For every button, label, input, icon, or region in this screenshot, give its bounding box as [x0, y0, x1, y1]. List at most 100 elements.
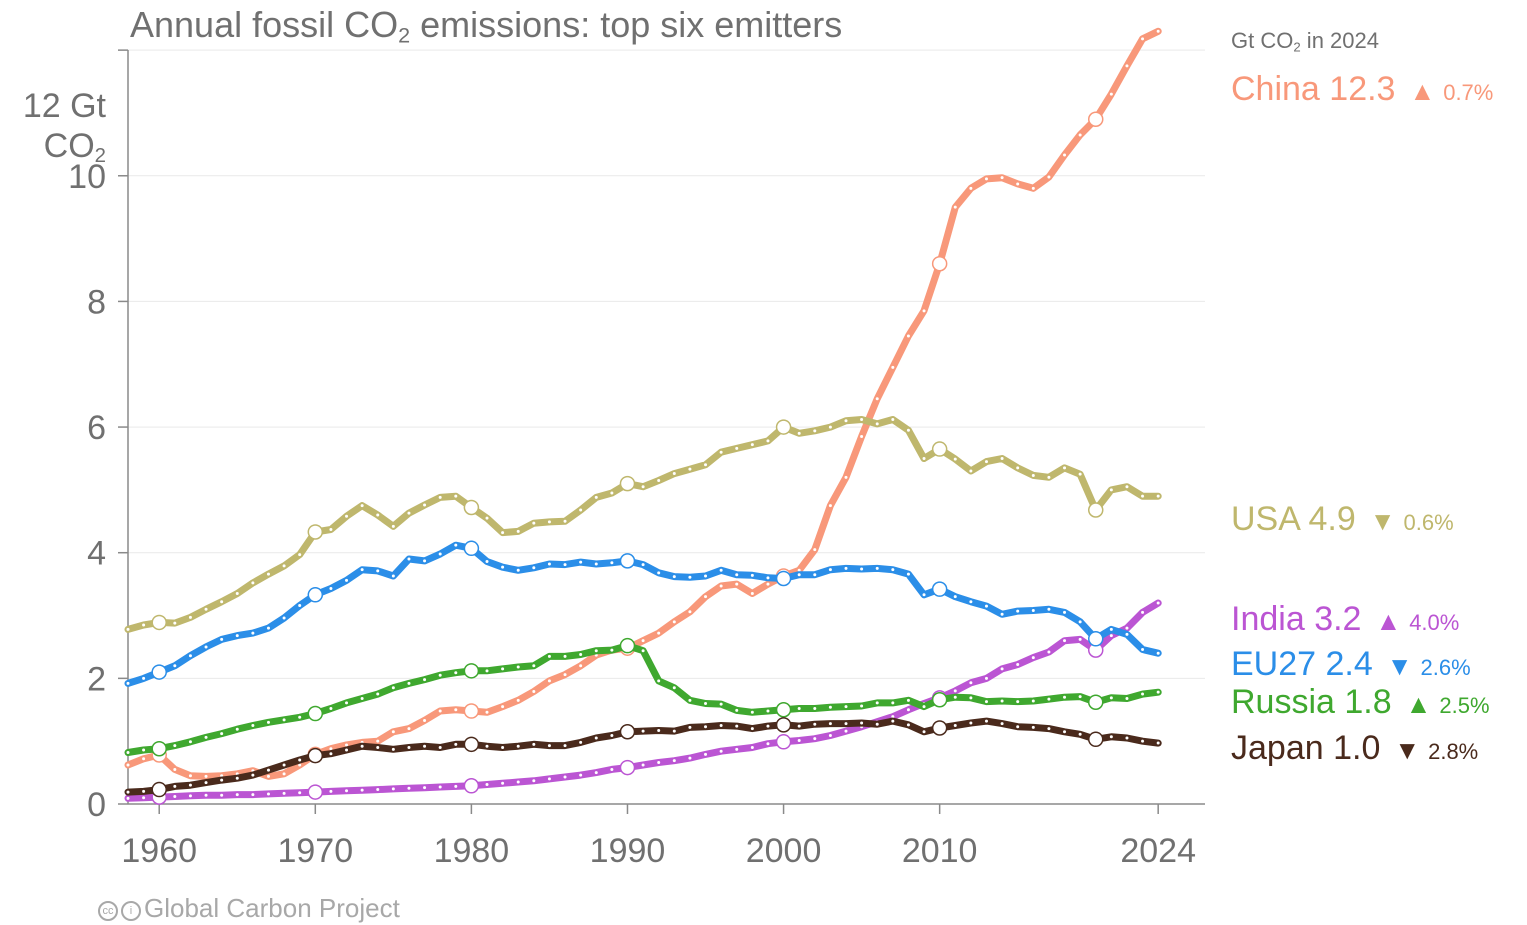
data-point — [860, 704, 864, 708]
series-russia — [124, 637, 1162, 757]
series-value: 12.3 — [1329, 70, 1396, 108]
data-point — [298, 715, 302, 719]
data-point — [1000, 722, 1004, 726]
data-point — [813, 707, 817, 711]
x-tick-label: 1990 — [590, 832, 666, 870]
data-point — [1063, 466, 1067, 470]
decade-marker — [1087, 111, 1104, 127]
decade-marker — [463, 778, 480, 794]
data-point — [1047, 727, 1051, 731]
data-point — [251, 631, 255, 635]
data-point — [1063, 695, 1067, 699]
decade-marker — [619, 553, 636, 569]
data-point — [360, 568, 364, 572]
data-point — [672, 686, 676, 690]
data-point — [891, 719, 895, 723]
series-label-india: India 3.2 ▲ 4.0% — [1231, 600, 1459, 639]
tick-labels: 0 2 4 6 8 10 1960 1970 1980 1990 2000 2010 2024 — [68, 158, 1196, 870]
data-point — [641, 639, 645, 643]
data-point — [220, 793, 224, 797]
data-point — [188, 774, 192, 778]
data-point — [1031, 656, 1035, 660]
data-point — [953, 595, 957, 599]
data-point — [204, 793, 208, 797]
data-point — [969, 600, 973, 604]
data-point — [376, 788, 380, 792]
data-point — [610, 491, 614, 495]
data-point — [813, 548, 817, 552]
data-point — [906, 334, 910, 338]
decade-marker — [775, 717, 792, 733]
decade-marker — [775, 702, 792, 718]
data-point — [719, 749, 723, 753]
data-point — [204, 774, 208, 778]
data-point — [579, 773, 583, 777]
data-point — [1125, 736, 1129, 740]
data-point — [1078, 620, 1082, 624]
data-point — [1141, 647, 1145, 651]
data-point — [657, 761, 661, 765]
data-point — [610, 734, 614, 738]
data-point — [594, 649, 598, 653]
data-point — [142, 796, 146, 800]
data-point — [610, 561, 614, 565]
data-point — [407, 681, 411, 685]
data-point — [532, 742, 536, 746]
data-point — [1156, 601, 1160, 605]
series-line — [124, 642, 1162, 756]
data-point — [813, 722, 817, 726]
data-point — [672, 472, 676, 476]
data-point — [953, 695, 957, 699]
series-name: Japan — [1231, 729, 1334, 767]
data-point — [906, 708, 910, 712]
data-point — [579, 652, 583, 656]
data-point — [828, 504, 832, 508]
data-point — [750, 727, 754, 731]
data-point — [860, 434, 864, 438]
data-point — [173, 794, 177, 798]
x-tick-label: 1970 — [277, 832, 353, 870]
data-point — [875, 397, 879, 401]
data-point — [1141, 739, 1145, 743]
data-point — [188, 794, 192, 798]
data-point — [360, 744, 364, 748]
data-point — [735, 582, 739, 586]
series-japan — [124, 717, 1162, 798]
decade-marker — [1087, 502, 1104, 518]
data-point — [953, 457, 957, 461]
data-point — [984, 604, 988, 608]
data-point — [844, 705, 848, 709]
data-point — [485, 783, 489, 787]
series-lines — [124, 27, 1162, 805]
data-point — [984, 719, 988, 723]
data-point — [891, 701, 895, 705]
data-point — [1141, 494, 1145, 498]
y-axis-label-line2: CO2 — [43, 127, 106, 168]
data-point — [516, 568, 520, 572]
data-point — [501, 705, 505, 709]
triangle-down-icon: ▼ — [1386, 651, 1413, 681]
data-point — [719, 568, 723, 572]
data-point — [204, 781, 208, 785]
data-point — [797, 707, 801, 711]
data-point — [391, 787, 395, 791]
data-point — [126, 681, 130, 685]
data-point — [485, 560, 489, 564]
data-point — [1156, 741, 1160, 745]
data-point — [875, 722, 879, 726]
data-point — [173, 664, 177, 668]
data-point — [376, 739, 380, 743]
data-point — [563, 673, 567, 677]
data-point — [672, 759, 676, 763]
data-point — [922, 593, 926, 597]
data-point — [1000, 699, 1004, 703]
data-point — [501, 531, 505, 535]
data-point — [501, 667, 505, 671]
y-tick-label: 6 — [87, 409, 106, 447]
data-point — [844, 566, 848, 570]
data-point — [1109, 627, 1113, 631]
series-name: EU27 — [1231, 645, 1326, 683]
data-point — [345, 743, 349, 747]
data-point — [922, 456, 926, 460]
data-point — [579, 664, 583, 668]
